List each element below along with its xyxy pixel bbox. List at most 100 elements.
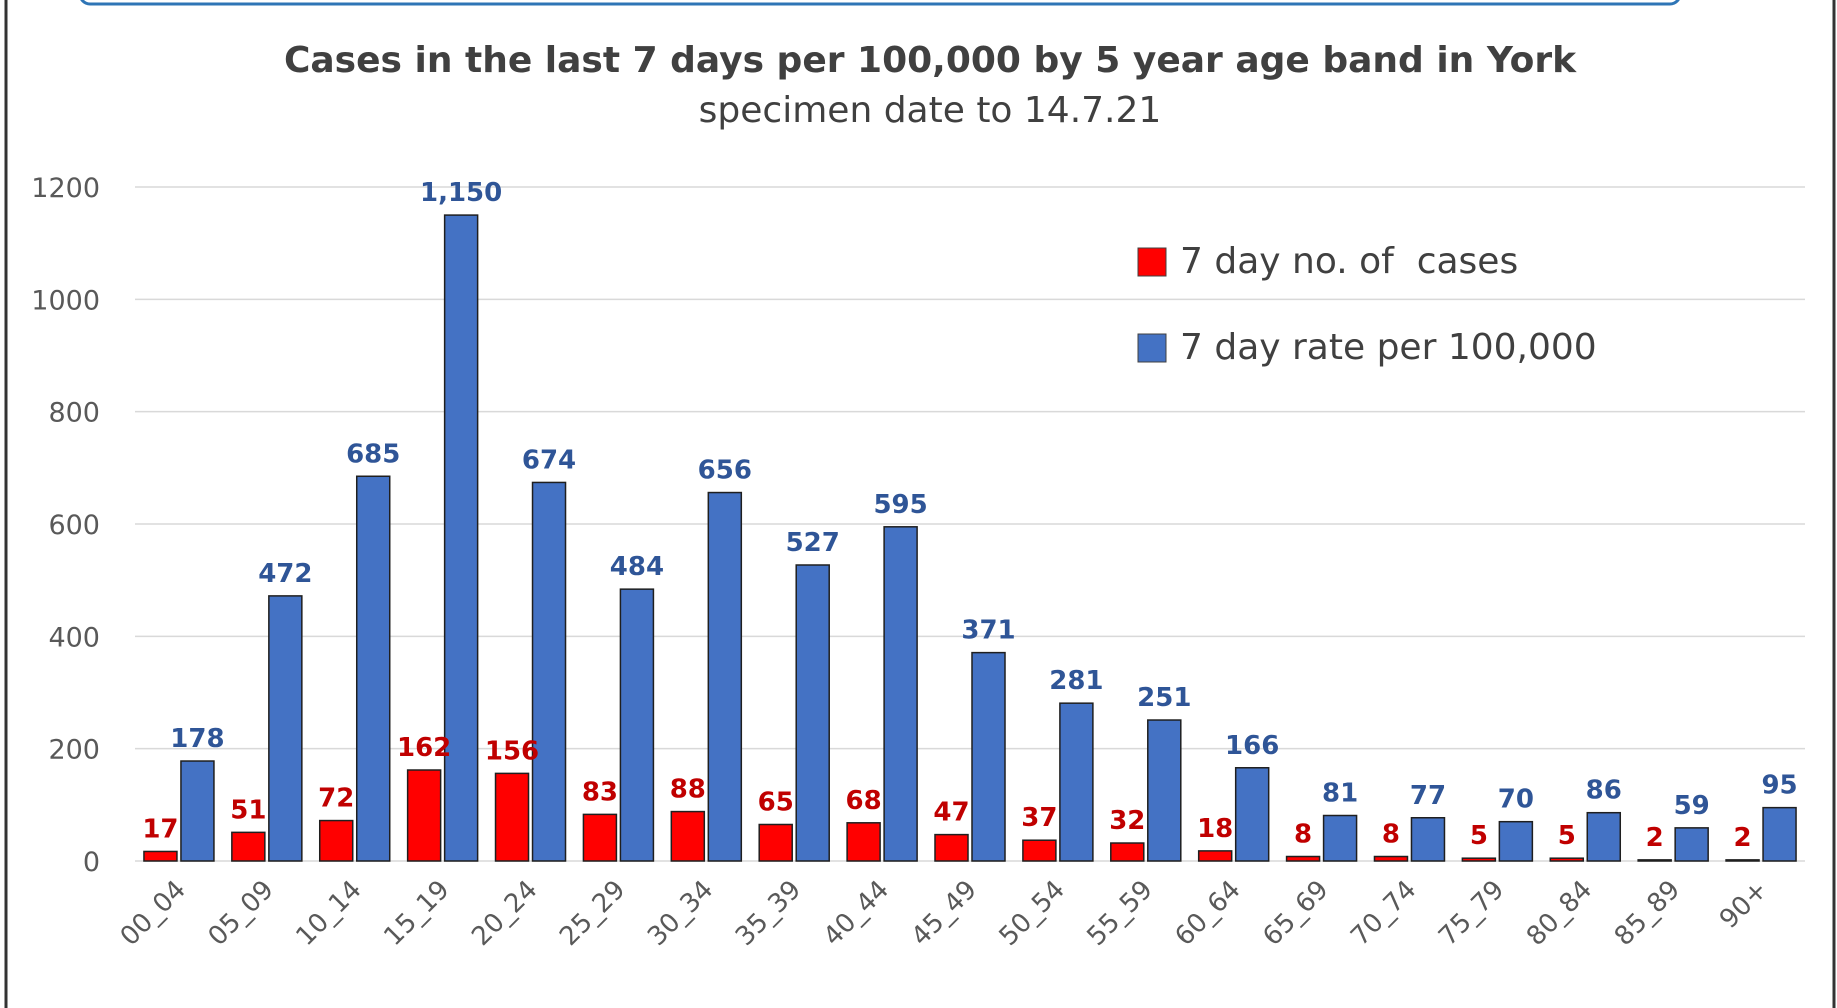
data-label-cases-70_74: 8 [1382, 820, 1400, 850]
data-label-rate-00_04: 178 [170, 724, 224, 754]
legend-swatch-cases [1137, 247, 1167, 277]
y-tick-label: 600 [48, 510, 100, 541]
y-tick-label: 1000 [31, 285, 100, 316]
data-label-rate-30_34: 656 [698, 456, 752, 486]
data-label-rate-25_29: 484 [610, 552, 664, 582]
bar-cases-90+ [1725, 859, 1760, 862]
bar-rate-85_89 [1674, 827, 1709, 862]
bar-cases-25_29 [582, 813, 618, 862]
data-label-cases-50_54: 37 [1021, 803, 1057, 833]
bar-cases-00_04 [143, 850, 178, 862]
bar-cases-50_54 [1022, 839, 1057, 862]
bar-cases-85_89 [1637, 859, 1672, 862]
data-labels: 1717851472726851621,15015667483484886566… [142, 178, 1797, 853]
y-tick-label: 400 [48, 622, 100, 653]
bar-rate-35_39 [795, 564, 830, 862]
data-label-cases-35_39: 65 [758, 787, 794, 817]
bar-cases-65_69 [1285, 855, 1321, 862]
x-tick-label-25_29: 25_29 [554, 875, 631, 952]
y-tick-label: 800 [48, 398, 100, 429]
x-tick-label-00_04: 00_04 [115, 875, 192, 952]
bar-rate-50_54 [1059, 702, 1094, 862]
bar-rate-60_64 [1234, 767, 1270, 862]
x-tick-label-70_74: 70_74 [1345, 875, 1422, 952]
data-label-rate-75_79: 70 [1498, 785, 1534, 815]
data-label-rate-50_54: 281 [1049, 666, 1103, 696]
data-label-cases-30_34: 88 [670, 775, 706, 805]
data-label-rate-40_44: 595 [873, 490, 927, 520]
data-label-rate-70_74: 77 [1410, 781, 1446, 811]
x-tick-label-55_59: 55_59 [1082, 875, 1159, 952]
x-tick-label-80_84: 80_84 [1521, 875, 1598, 952]
legend-label-rate: 7 day rate per 100,000 [1180, 327, 1597, 368]
data-label-rate-35_39: 527 [786, 528, 840, 558]
x-tick-label-85_89: 85_89 [1609, 875, 1686, 952]
data-label-cases-75_79: 5 [1470, 821, 1488, 851]
bar-rate-90+ [1762, 806, 1797, 862]
y-axis-ticks: 0 200 400 600 800 1000 1200 [31, 173, 100, 878]
data-label-cases-10_14: 72 [318, 784, 354, 814]
bar-rate-70_74 [1410, 817, 1446, 862]
x-tick-label-30_34: 30_34 [642, 875, 719, 952]
bar-rate-30_34 [707, 491, 743, 862]
x-tick-label-45_49: 45_49 [906, 875, 983, 952]
x-tick-label-35_39: 35_39 [730, 875, 807, 952]
bar-rate-20_24 [531, 481, 567, 862]
bar-rate-65_69 [1322, 814, 1358, 862]
bar-rate-05_09 [268, 595, 303, 862]
data-label-cases-25_29: 83 [582, 777, 618, 807]
data-label-rate-65_69: 81 [1322, 779, 1358, 809]
bar-cases-35_39 [758, 823, 793, 862]
data-label-cases-60_64: 18 [1197, 814, 1233, 844]
data-label-cases-40_44: 68 [846, 786, 882, 816]
bar-cases-20_24 [494, 772, 530, 862]
x-tick-label-40_44: 40_44 [818, 875, 895, 952]
data-label-rate-60_64: 166 [1225, 731, 1279, 761]
legend-label-cases: 7 day no. of cases [1180, 241, 1518, 282]
x-tick-label-90+: 90+ [1714, 875, 1774, 935]
bars [143, 214, 1797, 862]
bar-rate-00_04 [180, 760, 215, 862]
data-label-cases-05_09: 51 [230, 795, 266, 825]
bar-cases-60_64 [1197, 850, 1233, 862]
data-label-cases-00_04: 17 [142, 814, 178, 844]
data-label-cases-85_89: 2 [1646, 823, 1664, 853]
data-label-cases-90+: 2 [1734, 823, 1752, 853]
data-label-cases-80_84: 5 [1558, 821, 1576, 851]
legend: 7 day no. of cases 7 day rate per 100,00… [1137, 241, 1597, 368]
x-tick-label-15_19: 15_19 [378, 875, 455, 952]
bar-rate-75_79 [1498, 820, 1534, 862]
chart-title: Cases in the last 7 days per 100,000 by … [284, 40, 1577, 81]
x-tick-label-05_09: 05_09 [203, 875, 280, 952]
bar-cases-55_59 [1110, 842, 1145, 862]
data-label-rate-90+: 95 [1761, 771, 1797, 801]
bar-rate-25_29 [619, 588, 655, 862]
bar-cases-75_79 [1461, 857, 1497, 862]
data-label-cases-15_19: 162 [397, 733, 451, 763]
data-label-rate-85_89: 59 [1674, 791, 1710, 821]
data-label-rate-05_09: 472 [258, 559, 312, 589]
chart-subtitle: specimen date to 14.7.21 [699, 90, 1162, 131]
bar-cases-05_09 [231, 831, 266, 862]
bar-rate-40_44 [883, 526, 918, 862]
x-tick-label-60_64: 60_64 [1169, 875, 1246, 952]
bar-cases-45_49 [934, 833, 969, 862]
y-tick-label: 1200 [31, 173, 100, 204]
data-label-rate-15_19: 1,150 [420, 178, 502, 208]
top-banner [80, 0, 1680, 6]
data-label-cases-20_24: 156 [485, 736, 539, 766]
bar-cases-70_74 [1373, 855, 1409, 862]
bar-rate-15_19 [443, 214, 479, 862]
legend-swatch-rate [1137, 333, 1167, 363]
data-label-cases-45_49: 47 [933, 798, 969, 828]
data-label-rate-10_14: 685 [346, 439, 400, 469]
y-tick-label: 0 [83, 847, 100, 878]
bar-rate-55_59 [1147, 719, 1182, 862]
x-tick-label-10_14: 10_14 [290, 875, 367, 952]
bar-cases-10_14 [318, 819, 354, 862]
data-label-cases-55_59: 32 [1109, 806, 1145, 836]
bar-cases-40_44 [846, 822, 881, 862]
x-tick-label-50_54: 50_54 [994, 875, 1071, 952]
data-label-rate-45_49: 371 [961, 616, 1015, 646]
